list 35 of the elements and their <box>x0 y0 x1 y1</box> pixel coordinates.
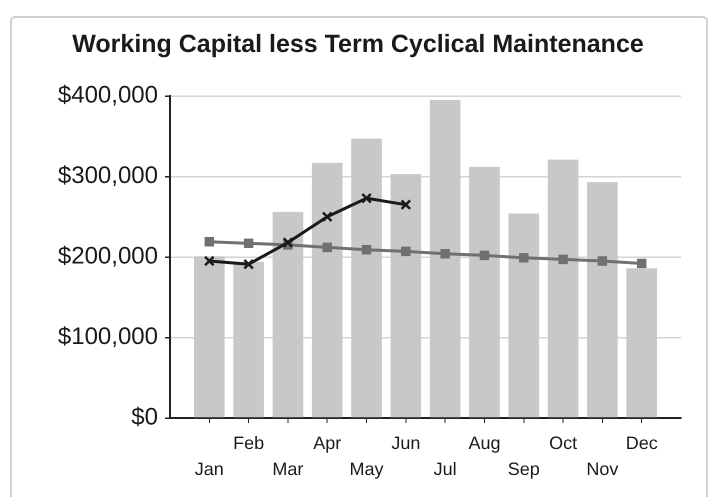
point <box>636 258 646 268</box>
y-tick-label: $0 <box>131 404 158 431</box>
x-tick-label: Jul <box>434 459 457 480</box>
x-tick-label: Nov <box>586 459 618 480</box>
x-tick-label: Jan <box>194 459 224 480</box>
point <box>322 242 332 252</box>
y-tick-label: $100,000 <box>58 323 158 350</box>
x-tick-label: May <box>350 459 384 480</box>
y-tick-label: $200,000 <box>58 242 158 270</box>
point <box>598 256 608 266</box>
x-tick-label: Jun <box>391 433 420 454</box>
x-tick-label: Dec <box>626 433 658 454</box>
point <box>519 253 529 263</box>
point <box>401 246 411 256</box>
point <box>400 199 412 210</box>
x-tick-label: Feb <box>233 433 264 454</box>
point <box>558 254 568 264</box>
x-tick-label: Mar <box>272 459 304 480</box>
point <box>480 250 490 260</box>
x-tick-label: Oct <box>549 433 578 454</box>
point <box>282 237 294 248</box>
point <box>322 211 333 222</box>
x-tick-label: Apr <box>313 433 342 454</box>
point <box>204 236 214 246</box>
y-tick-label: $300,000 <box>58 162 158 190</box>
point <box>362 245 372 254</box>
point <box>204 256 215 267</box>
point <box>361 192 372 204</box>
point <box>244 238 254 248</box>
chart-title: Working Capital less Term Cyclical Maintenance <box>72 30 644 58</box>
y-tick-label: $400,000 <box>58 82 158 109</box>
point <box>243 258 254 270</box>
x-tick-label: Sep <box>508 459 540 480</box>
point <box>440 249 450 259</box>
x-tick-label: Aug <box>468 433 500 454</box>
